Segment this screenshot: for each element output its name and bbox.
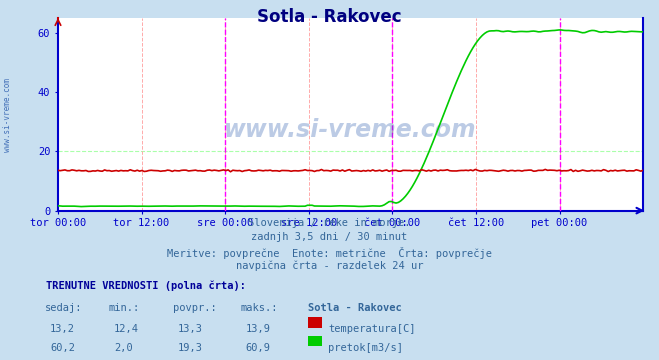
Text: 12,4: 12,4 [114, 324, 139, 334]
Text: 2,0: 2,0 [114, 343, 132, 353]
Text: 13,3: 13,3 [178, 324, 203, 334]
Text: Meritve: povprečne  Enote: metrične  Črta: povprečje: Meritve: povprečne Enote: metrične Črta:… [167, 247, 492, 258]
Text: Sotla - Rakovec: Sotla - Rakovec [308, 303, 402, 313]
Text: povpr.:: povpr.: [173, 303, 216, 313]
Text: 13,9: 13,9 [246, 324, 271, 334]
Text: Slovenija / reke in morje.: Slovenija / reke in morje. [248, 218, 411, 228]
Text: maks.:: maks.: [241, 303, 278, 313]
Text: 60,9: 60,9 [246, 343, 271, 353]
Text: sedaj:: sedaj: [45, 303, 82, 313]
Text: min.:: min.: [109, 303, 140, 313]
Text: TRENUTNE VREDNOSTI (polna črta):: TRENUTNE VREDNOSTI (polna črta): [46, 281, 246, 291]
Text: pretok[m3/s]: pretok[m3/s] [328, 343, 403, 353]
Text: Sotla - Rakovec: Sotla - Rakovec [257, 8, 402, 26]
Text: www.si-vreme.com: www.si-vreme.com [3, 78, 13, 152]
Text: 19,3: 19,3 [178, 343, 203, 353]
Text: 60,2: 60,2 [50, 343, 75, 353]
Text: zadnjh 3,5 dni / 30 minut: zadnjh 3,5 dni / 30 minut [251, 232, 408, 242]
Text: 13,2: 13,2 [50, 324, 75, 334]
Text: temperatura[C]: temperatura[C] [328, 324, 416, 334]
Text: navpična črta - razdelek 24 ur: navpična črta - razdelek 24 ur [236, 260, 423, 271]
Text: www.si-vreme.com: www.si-vreme.com [224, 118, 477, 142]
